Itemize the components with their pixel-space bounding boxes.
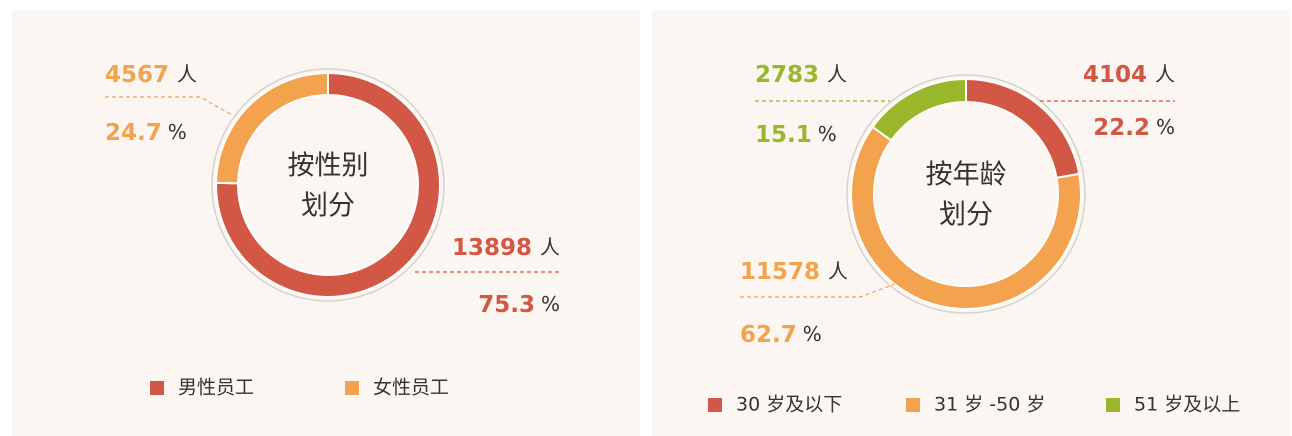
legend-label: 51 岁及以上 — [1134, 394, 1240, 416]
count-label: 2783 人 — [755, 62, 847, 88]
percent-unit: % — [168, 120, 187, 144]
count-unit: 人 — [177, 62, 197, 86]
count-value: 11578 — [740, 259, 820, 285]
percent-unit: % — [1156, 115, 1175, 139]
legend-label: 30 岁及以下 — [736, 394, 842, 416]
count-label: 11578 人 — [740, 259, 848, 285]
count-label: 4567 人 — [105, 62, 197, 88]
legend-swatch — [150, 381, 164, 395]
outer-ring — [211, 68, 445, 302]
count-unit: 人 — [540, 235, 560, 259]
count-value: 13898 — [452, 235, 532, 261]
legend-swatch — [345, 381, 359, 395]
center-title: 按性别 — [288, 151, 369, 182]
center-title: 按年龄 — [926, 160, 1007, 191]
percent-label: 22.2% — [1093, 115, 1175, 141]
legend-label: 男性员工 — [178, 377, 254, 399]
count-label: 13898 人 — [452, 235, 560, 261]
percent-label: 15.1% — [755, 122, 837, 148]
donut-segment — [849, 125, 1082, 310]
legend-swatch — [1106, 398, 1120, 412]
center-title: 划分 — [939, 200, 993, 231]
donut-segment — [215, 71, 329, 185]
count-label: 4104 人 — [1083, 62, 1175, 88]
percent-value: 15.1 — [755, 122, 812, 148]
legend-label: 31 岁 -50 岁 — [934, 394, 1045, 416]
count-unit: 人 — [828, 259, 848, 283]
leader-line — [740, 283, 896, 298]
percent-label: 75.3% — [478, 292, 560, 318]
percent-unit: % — [803, 322, 822, 346]
count-value: 4567 — [105, 62, 169, 88]
donut-segment — [871, 77, 967, 142]
percent-value: 24.7 — [105, 120, 162, 146]
donut-segment — [215, 71, 441, 298]
count-unit: 人 — [827, 62, 847, 86]
percent-label: 62.7% — [740, 322, 822, 348]
percent-unit: % — [541, 292, 560, 316]
center-title: 划分 — [301, 191, 355, 222]
percent-value: 62.7 — [740, 322, 797, 348]
outer-ring — [846, 74, 1086, 314]
percent-value: 75.3 — [478, 292, 535, 318]
count-value: 4104 — [1083, 62, 1147, 88]
percent-label: 24.7% — [105, 120, 187, 146]
legend-swatch — [708, 398, 722, 412]
percent-unit: % — [818, 122, 837, 146]
count-unit: 人 — [1155, 62, 1175, 86]
leader-line — [105, 96, 233, 116]
legend-label: 女性员工 — [373, 377, 449, 399]
legend-swatch — [906, 398, 920, 412]
count-value: 2783 — [755, 62, 819, 88]
percent-value: 22.2 — [1093, 115, 1150, 141]
